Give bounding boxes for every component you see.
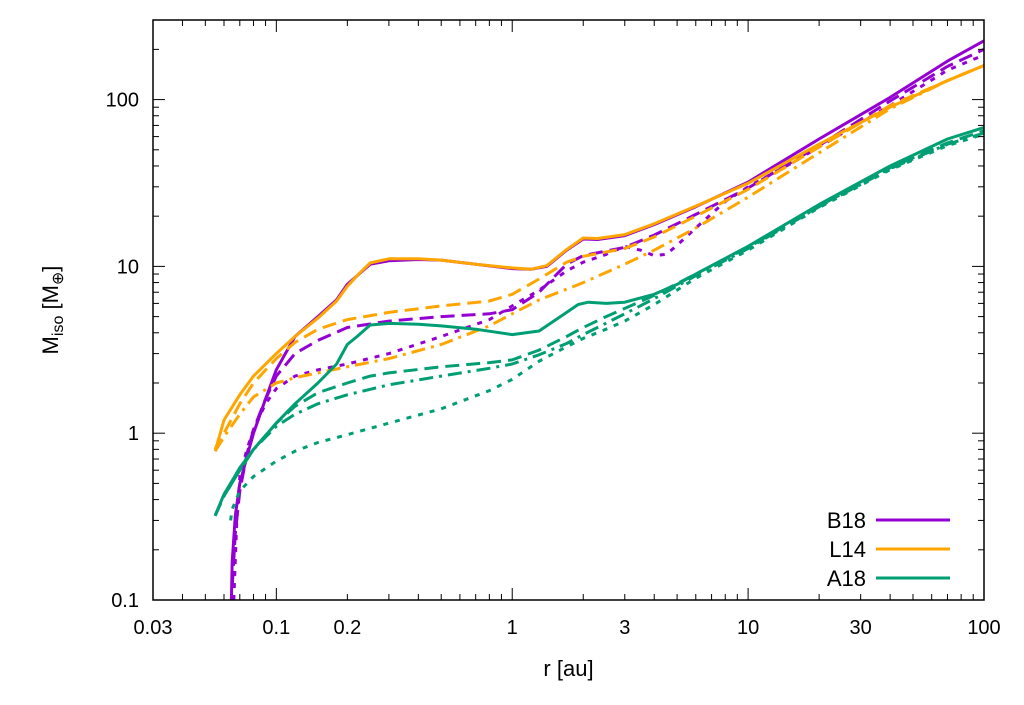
- series-a18-solid: [213, 126, 984, 517]
- x-tick-label: 0.03: [134, 617, 173, 639]
- series-l14-dashed: [213, 64, 984, 452]
- x-tick-label: 0.2: [333, 617, 361, 639]
- y-axis-label-subscript: iso: [50, 316, 67, 337]
- y-axis-label-unit-suffix: ]: [38, 266, 63, 272]
- plot-frame: [152, 19, 985, 601]
- x-tick-label: 10: [737, 617, 759, 639]
- series-l14-solid: [213, 64, 984, 450]
- y-axis-label-unit-subscript: ⊕: [50, 272, 67, 285]
- y-tick-label: 10: [117, 256, 139, 278]
- legend-label-a18: A18: [827, 566, 866, 591]
- x-tick-label: 3: [619, 617, 630, 639]
- series-a18-dashdot: [213, 131, 984, 517]
- legend: B18 L14 A18: [827, 508, 950, 591]
- y-tick-label: 1: [128, 423, 139, 445]
- tick-layer: 0.03 0.1 0.2 1 3 10 30 100 0.1 1 10 100: [106, 20, 1001, 639]
- y-axis-label-unit-prefix: [M: [38, 285, 63, 316]
- series-b18-dotted: [232, 53, 984, 600]
- x-tick-label: 0.1: [262, 617, 290, 639]
- series-b18-dashed: [230, 48, 984, 587]
- legend-label-b18: B18: [827, 508, 866, 533]
- y-tick-label: 0.1: [111, 590, 139, 612]
- y-tick-label: 100: [106, 90, 139, 112]
- x-tick-label: 1: [507, 617, 518, 639]
- x-tick-label: 30: [850, 617, 872, 639]
- series-a18-dotted: [229, 132, 984, 521]
- series-a18-dashed: [213, 129, 984, 517]
- legend-label-l14: L14: [829, 537, 866, 562]
- x-axis-label: r [au]: [543, 656, 593, 681]
- series-l14-dashdot: [213, 64, 984, 452]
- series-layer: [213, 39, 984, 600]
- x-tick-label: 100: [967, 617, 1000, 639]
- y-axis-label-main: M: [38, 336, 63, 354]
- y-axis-label: Miso [M⊕]: [38, 266, 67, 355]
